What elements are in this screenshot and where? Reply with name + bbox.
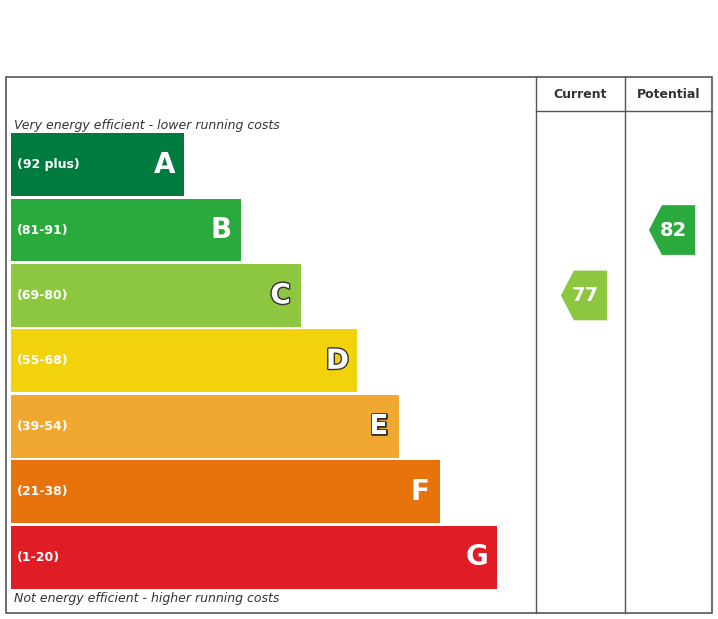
Text: E: E [369, 412, 388, 440]
Text: (1-20): (1-20) [17, 550, 60, 563]
Text: (92 plus): (92 plus) [17, 158, 80, 171]
Text: (55-68): (55-68) [17, 354, 69, 367]
Text: A: A [154, 150, 175, 179]
Text: Very energy efficient - lower running costs: Very energy efficient - lower running co… [14, 119, 280, 132]
Bar [11, 329, 358, 392]
Text: Energy Efficiency Rating: Energy Efficiency Rating [18, 21, 438, 50]
Polygon shape [649, 205, 695, 255]
Text: D: D [326, 347, 349, 375]
Text: 82: 82 [660, 220, 687, 240]
Text: Current: Current [554, 88, 607, 101]
Bar [11, 395, 398, 457]
Text: Potential: Potential [637, 88, 700, 101]
Text: (69-80): (69-80) [17, 289, 68, 302]
Polygon shape [561, 271, 607, 320]
Text: F: F [411, 478, 429, 506]
Text: C: C [271, 282, 291, 310]
Text: G: G [465, 543, 488, 571]
Bar [11, 526, 497, 589]
Text: (21-38): (21-38) [17, 485, 69, 498]
Text: (81-91): (81-91) [17, 223, 69, 236]
Text: (39-54): (39-54) [17, 420, 69, 433]
Bar [11, 133, 185, 196]
Bar [11, 460, 440, 523]
Text: Not energy efficient - higher running costs: Not energy efficient - higher running co… [14, 592, 279, 605]
Bar [11, 264, 301, 327]
Bar [11, 199, 241, 261]
Text: 77: 77 [572, 286, 599, 305]
Text: B: B [210, 216, 232, 244]
